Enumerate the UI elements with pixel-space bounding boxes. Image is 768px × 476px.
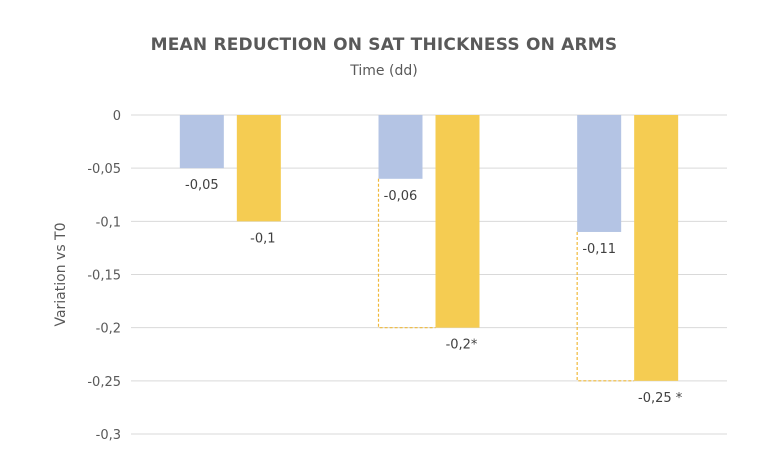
bar-series-1 — [378, 115, 423, 179]
bar-series-2 — [634, 115, 679, 381]
y-tick-label: -0,2 — [96, 322, 121, 337]
bar-series-2 — [435, 115, 480, 328]
chart-subtitle: Time (dd) — [350, 63, 418, 79]
y-tick-label: -0,25 — [87, 375, 121, 390]
data-label: -0,06 — [384, 189, 418, 204]
data-label: -0,25 * — [638, 391, 683, 406]
bar-series-1 — [179, 115, 224, 169]
y-tick-label: -0,15 — [87, 269, 121, 284]
y-tick-label: -0,3 — [96, 428, 121, 443]
significance-connector — [576, 231, 635, 382]
data-label: -0,05 — [185, 178, 219, 193]
y-axis-label: Variation vs T0 — [53, 222, 69, 326]
bar-series-1 — [577, 115, 622, 232]
y-tick-label: -0,05 — [87, 162, 121, 177]
data-label: -0,11 — [582, 242, 616, 257]
y-tick-label: -0,1 — [96, 215, 121, 230]
y-tick-label: 0 — [113, 109, 121, 124]
bar-series-2 — [236, 115, 281, 222]
data-label: -0,1 — [250, 231, 275, 246]
chart-title: MEAN REDUCTION ON SAT THICKNESS ON ARMS — [150, 35, 618, 55]
data-label: -0,2* — [446, 338, 478, 353]
significance-connector — [377, 178, 436, 329]
